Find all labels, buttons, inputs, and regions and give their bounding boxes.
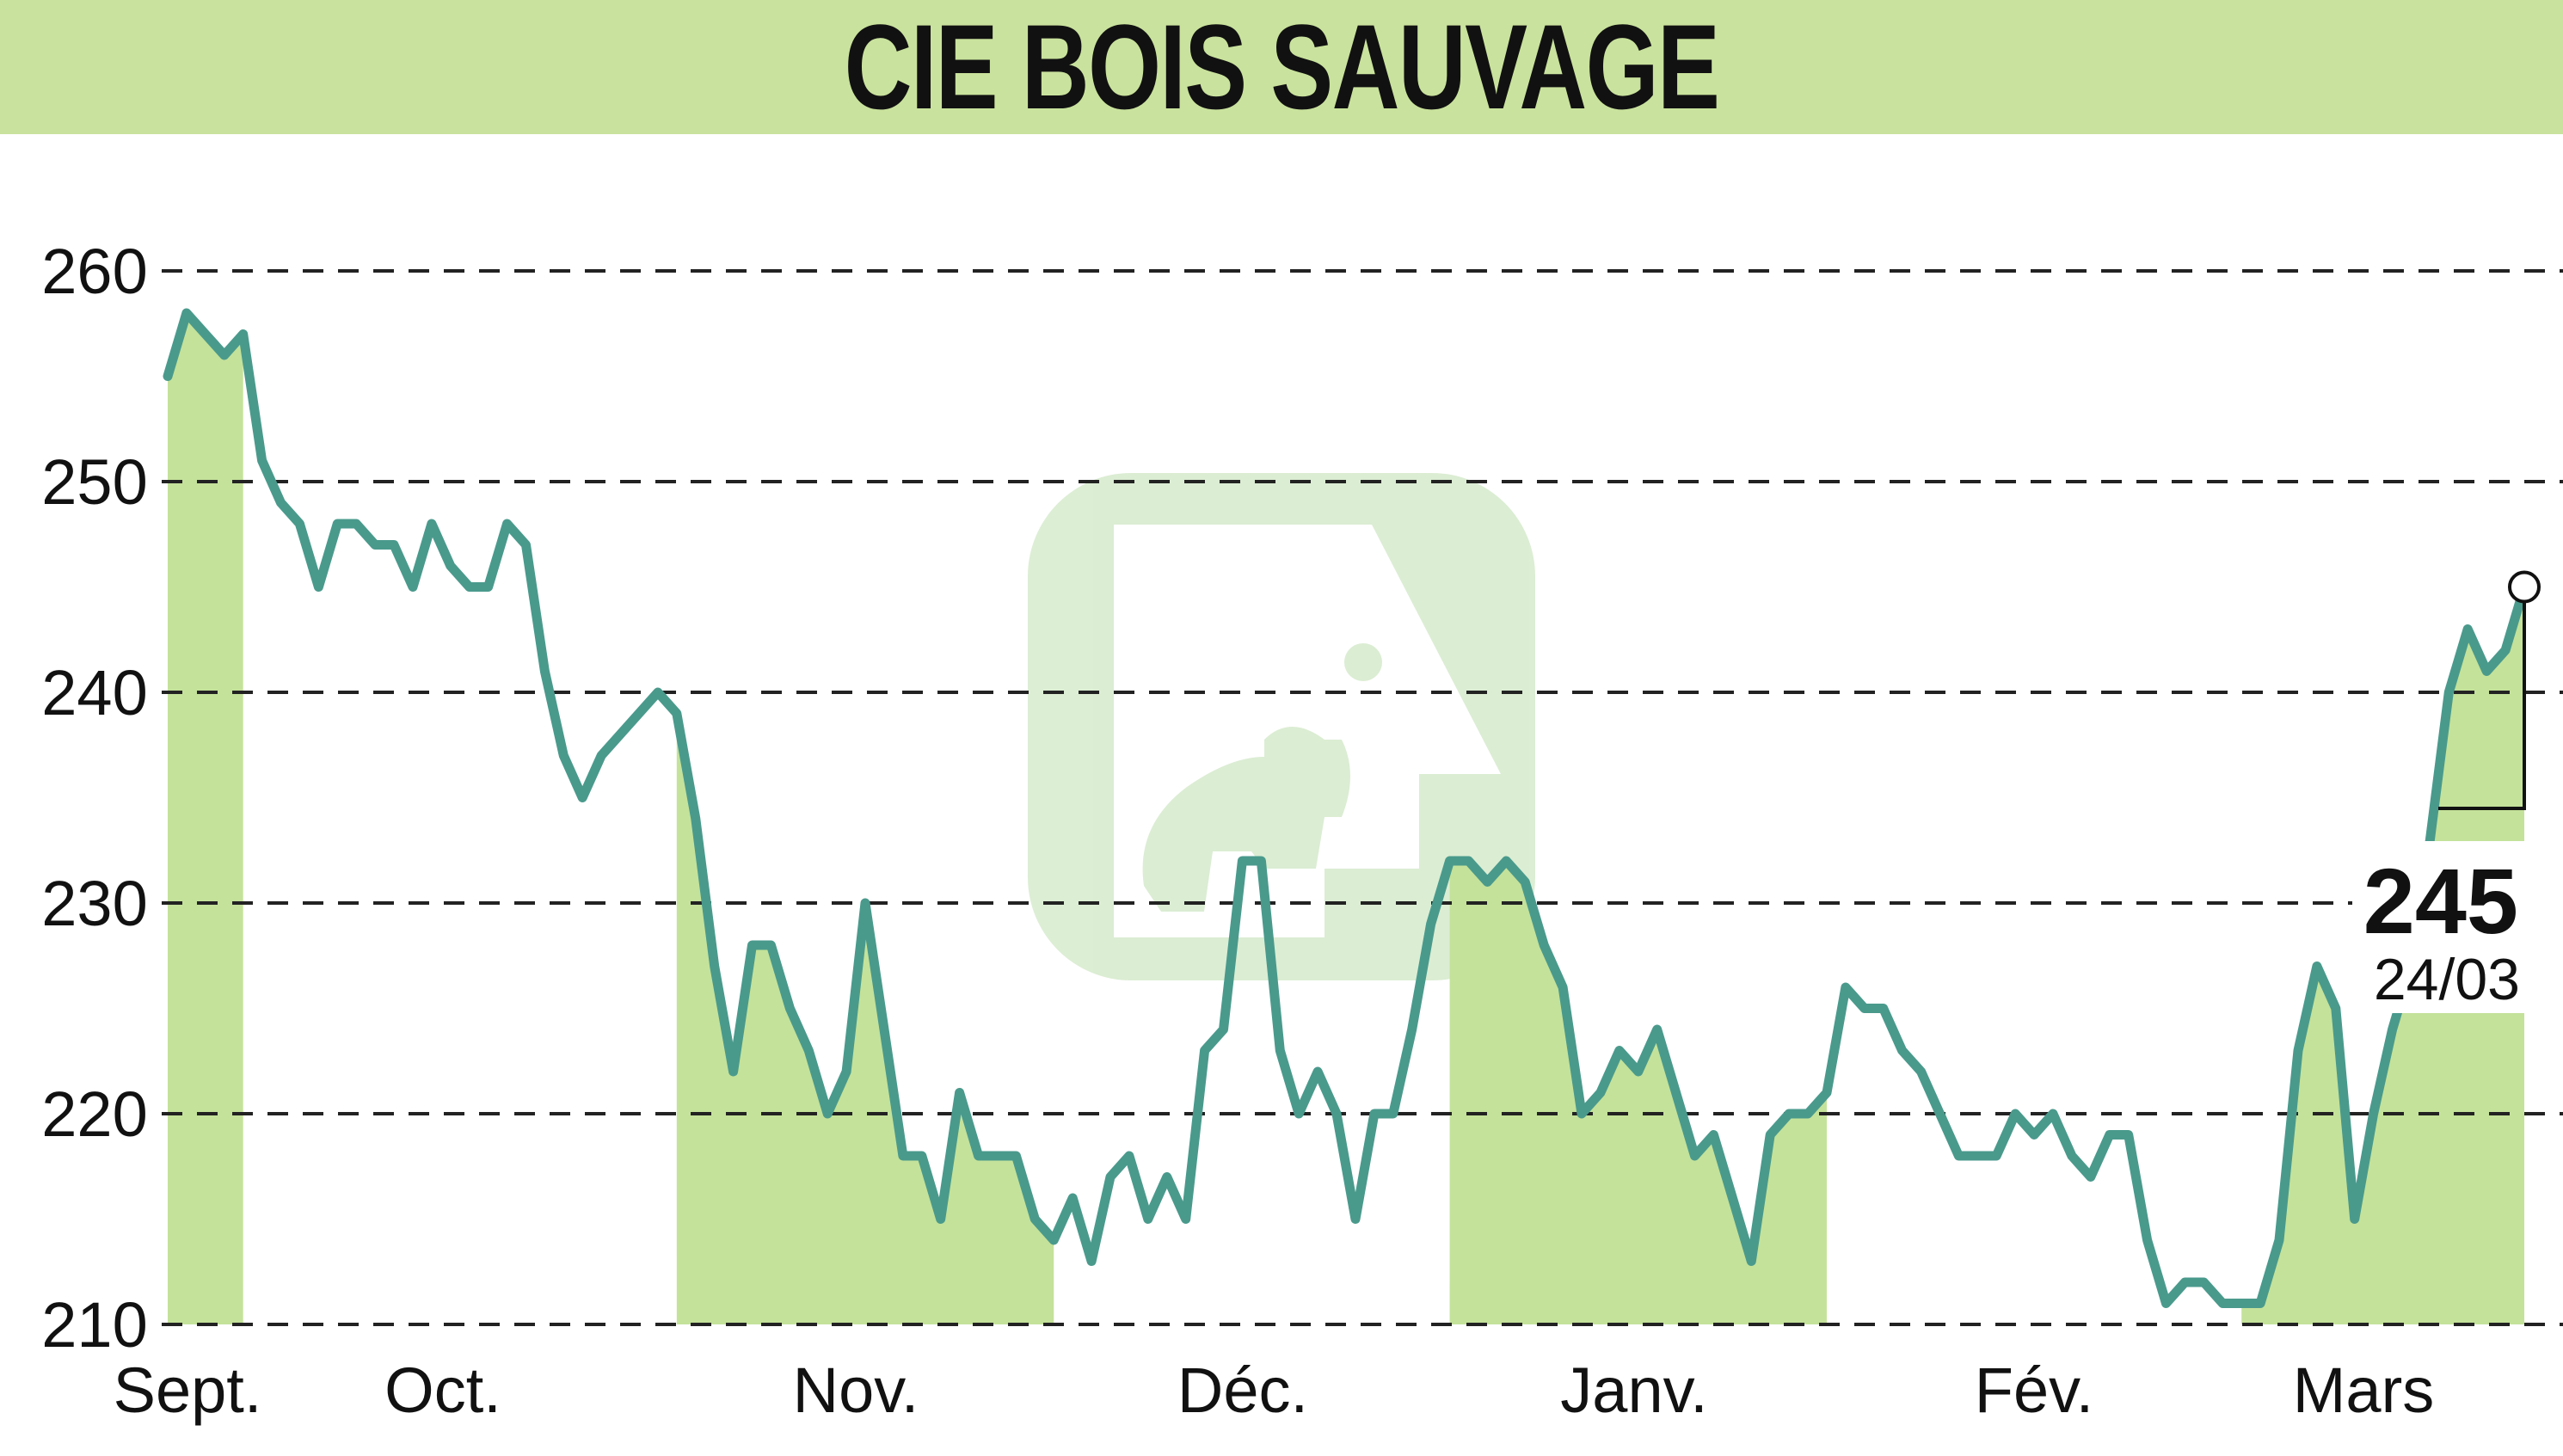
x-tick-label: Déc. bbox=[1177, 1355, 1308, 1426]
y-axis: 210 220 230 240 250 260 bbox=[41, 236, 147, 1361]
last-value-box bbox=[2352, 841, 2563, 1013]
x-tick-label: Mars bbox=[2293, 1355, 2434, 1426]
last-value-bracket bbox=[2438, 587, 2526, 810]
price-series-line bbox=[163, 308, 2529, 1308]
y-tick-label: 250 bbox=[41, 446, 147, 518]
month-band-fill-1 bbox=[676, 713, 1054, 1324]
month-band-fill-2 bbox=[1449, 861, 1827, 1324]
x-axis: Sept. Oct. Nov. Déc. Janv. Fév. Mars bbox=[114, 1355, 2435, 1426]
last-point-dot bbox=[2508, 570, 2541, 604]
chart-title: CIE BOIS SAUVAGE bbox=[844, 0, 1720, 134]
last-value-marker bbox=[2438, 570, 2541, 810]
x-tick-label: Janv. bbox=[1560, 1355, 1707, 1426]
bull-logo-watermark-icon bbox=[1028, 473, 1535, 980]
month-band-fill-0 bbox=[168, 313, 243, 1324]
y-tick-label: 230 bbox=[41, 868, 147, 939]
x-tick-label: Sept. bbox=[114, 1355, 262, 1426]
x-tick-label: Fév. bbox=[1975, 1355, 2093, 1426]
y-tick-label: 260 bbox=[41, 236, 147, 307]
y-tick-label: 240 bbox=[41, 657, 147, 728]
x-tick-label: Nov. bbox=[793, 1355, 919, 1426]
month-band-fill-3 bbox=[2241, 587, 2524, 1324]
y-tick-label: 210 bbox=[41, 1289, 147, 1361]
x-tick-label: Oct. bbox=[384, 1355, 501, 1426]
y-tick-label: 220 bbox=[41, 1078, 147, 1150]
gridlines bbox=[162, 269, 2563, 1326]
title-bar: CIE BOIS SAUVAGE bbox=[0, 0, 2563, 134]
last-value-label: 245 bbox=[2363, 849, 2518, 953]
last-date-label: 24/03 bbox=[2374, 947, 2520, 1012]
